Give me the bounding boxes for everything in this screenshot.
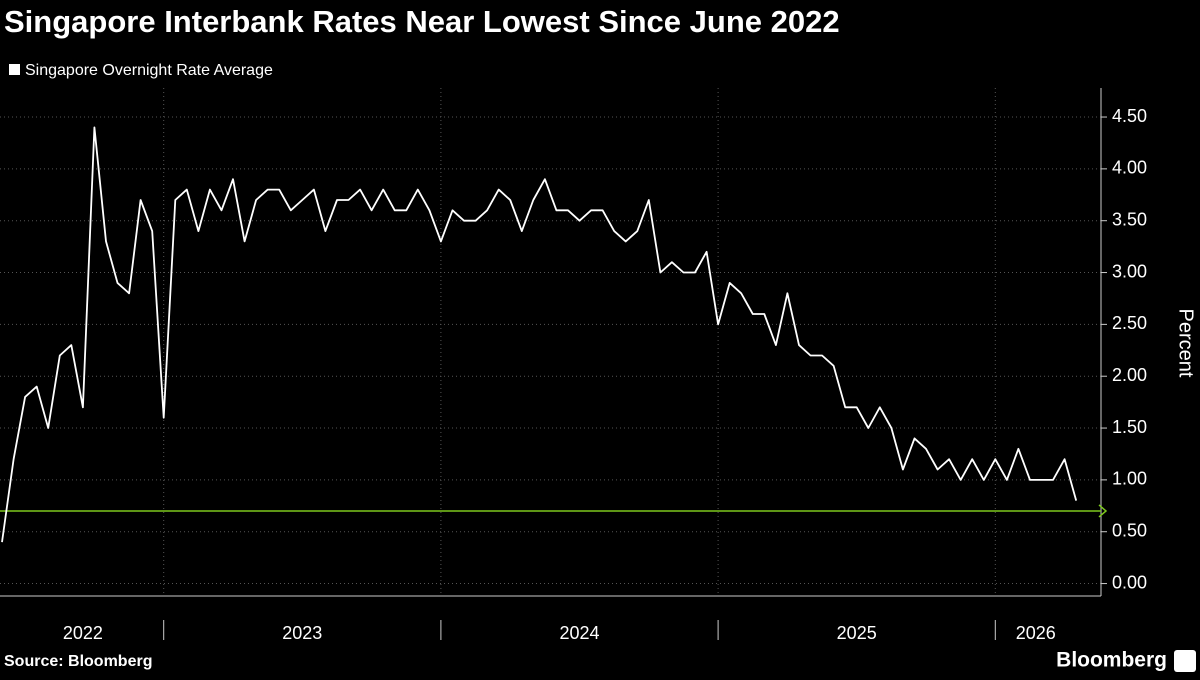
y-tick-label: 3.50 — [1112, 209, 1147, 229]
y-tick-label: 2.00 — [1112, 365, 1147, 385]
y-tick-label: 1.00 — [1112, 469, 1147, 489]
source: Source: Bloomberg — [4, 653, 152, 670]
y-tick-label: 1.50 — [1112, 417, 1147, 437]
series-line — [1, 126, 1078, 543]
y-tick-label: 3.00 — [1112, 261, 1147, 281]
y-tick-label: 0.50 — [1112, 520, 1147, 540]
x-tick-label: 2025 — [837, 623, 877, 643]
x-tick-label: 2024 — [559, 623, 599, 643]
y-tick-label: 0.00 — [1112, 572, 1147, 592]
x-tick-label: 2022 — [63, 623, 103, 643]
chart-title: Singapore Interbank Rates Near Lowest Si… — [4, 4, 840, 39]
brand: Bloomberg — [1056, 649, 1167, 672]
y-axis-title: Percent — [1175, 309, 1197, 378]
legend-swatch — [9, 64, 20, 75]
y-tick-label: 4.50 — [1112, 106, 1147, 126]
brand-icon — [1174, 650, 1196, 672]
legend-label: Singapore Overnight Rate Average — [25, 62, 273, 79]
y-tick-label: 4.00 — [1112, 158, 1147, 178]
reference-arrow — [1098, 504, 1108, 518]
x-tick-label: 2023 — [282, 623, 322, 643]
x-tick-label: 2026 — [1016, 623, 1056, 643]
y-tick-label: 2.50 — [1112, 313, 1147, 333]
